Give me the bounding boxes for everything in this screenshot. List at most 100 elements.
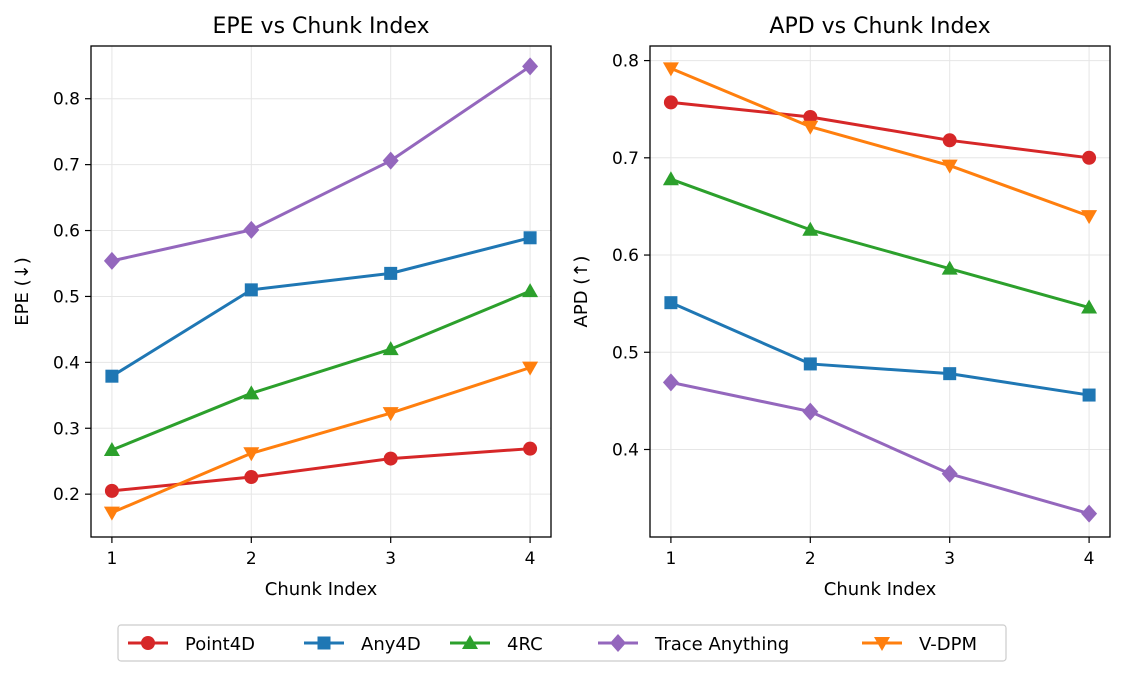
apd-chart: 1 2 3 4 0.4 0.5 0.6 0.7 0.8 APD vs Chunk Index Chu… bbox=[571, 14, 1111, 600]
legend-marker-point4d bbox=[141, 636, 155, 650]
legend-entry-trace-anything: Trace Anything bbox=[598, 634, 789, 655]
apd-point-any4d bbox=[943, 367, 957, 381]
epe-point-v-dpm bbox=[103, 506, 120, 521]
epe-point-4rc bbox=[382, 341, 399, 356]
apd-series-any4d bbox=[664, 296, 1096, 402]
epe-series-trace-anything bbox=[103, 57, 539, 270]
legend-marker-v-dpm bbox=[874, 637, 890, 651]
apd-point-any4d bbox=[1082, 388, 1096, 402]
epe-y-tick-label: 0.2 bbox=[53, 485, 80, 505]
apd-point-4rc bbox=[941, 260, 958, 275]
epe-x-tick-label: 4 bbox=[525, 549, 536, 569]
epe-point-any4d bbox=[523, 231, 537, 245]
epe-point-point4d bbox=[383, 451, 398, 466]
epe-point-trace-anything bbox=[243, 220, 260, 239]
apd-point-trace-anything bbox=[1081, 504, 1098, 523]
apd-line-4rc bbox=[670, 177, 1090, 309]
epe-y-tick-label: 0.5 bbox=[53, 287, 80, 307]
epe-point-v-dpm bbox=[382, 407, 399, 422]
apd-y-tick-label: 0.4 bbox=[612, 440, 639, 460]
epe-x-tick-label: 3 bbox=[385, 549, 396, 569]
apd-point-any4d bbox=[803, 357, 817, 371]
legend-entry-any4d: Any4D bbox=[304, 634, 421, 655]
epe-point-trace-anything bbox=[382, 151, 399, 170]
legend-marker-any4d bbox=[317, 636, 331, 650]
legend-marker-4rc bbox=[462, 635, 478, 649]
apd-series-4rc bbox=[662, 171, 1098, 314]
epe-point-any4d bbox=[244, 283, 258, 297]
legend-frame bbox=[117, 624, 1007, 662]
epe-y-tick-label: 0.4 bbox=[53, 353, 80, 373]
apd-series-v-dpm bbox=[662, 62, 1098, 225]
legend-label-v-dpm: V-DPM bbox=[919, 634, 977, 655]
epe-point-point4d bbox=[523, 441, 538, 456]
apd-plot-frame bbox=[649, 45, 1111, 538]
epe-y-tick-label: 0.8 bbox=[53, 90, 80, 110]
apd-point-v-dpm bbox=[662, 62, 679, 77]
epe-point-any4d bbox=[105, 369, 119, 383]
epe-y-tick-label: 0.7 bbox=[53, 156, 80, 176]
epe-chart: 1 2 3 4 0.2 0.3 0.4 0.5 0.6 0.7 0.8 EPE vs Chunk In… bbox=[12, 14, 552, 600]
epe-point-v-dpm bbox=[243, 447, 260, 462]
epe-plot-frame bbox=[90, 45, 552, 538]
epe-point-4rc bbox=[243, 385, 260, 400]
epe-series-point4d bbox=[104, 441, 538, 498]
legend-marker-trace-anything bbox=[610, 634, 626, 652]
apd-y-axis-label: APD (↑) bbox=[571, 256, 592, 328]
epe-series-any4d bbox=[105, 231, 537, 383]
apd-point-trace-anything bbox=[941, 464, 958, 483]
epe-point-4rc bbox=[522, 283, 539, 298]
apd-series-trace-anything bbox=[662, 373, 1098, 523]
apd-x-tick-label: 4 bbox=[1084, 549, 1095, 569]
apd-series-point4d bbox=[663, 95, 1097, 165]
apd-x-tick-label: 2 bbox=[805, 549, 816, 569]
apd-x-axis-label: Chunk Index bbox=[824, 579, 937, 600]
apd-x-tick-label: 3 bbox=[944, 549, 955, 569]
apd-chart-title: APD vs Chunk Index bbox=[769, 14, 990, 39]
epe-line-4rc bbox=[111, 289, 531, 452]
apd-point-v-dpm bbox=[802, 120, 819, 135]
epe-series-v-dpm bbox=[103, 361, 539, 521]
epe-point-point4d bbox=[104, 483, 119, 498]
legend-label-trace-anything: Trace Anything bbox=[654, 634, 789, 655]
legend-label-any4d: Any4D bbox=[361, 634, 421, 655]
epe-x-tick-label: 1 bbox=[106, 549, 117, 569]
apd-line-point4d bbox=[670, 100, 1090, 160]
apd-line-trace-anything bbox=[670, 380, 1090, 516]
apd-point-point4d bbox=[663, 95, 678, 110]
epe-point-trace-anything bbox=[103, 251, 120, 270]
epe-x-axis-label: Chunk Index bbox=[265, 579, 378, 600]
epe-point-any4d bbox=[384, 266, 398, 280]
epe-y-tick-label: 0.6 bbox=[53, 222, 80, 242]
apd-point-4rc bbox=[1081, 299, 1098, 314]
epe-y-axis-label: EPE (↓) bbox=[12, 257, 33, 325]
apd-point-trace-anything bbox=[662, 373, 679, 392]
apd-y-tick-label: 0.5 bbox=[612, 343, 639, 363]
apd-point-trace-anything bbox=[802, 402, 819, 421]
epe-point-v-dpm bbox=[522, 361, 539, 376]
epe-series-4rc bbox=[103, 283, 539, 457]
epe-point-4rc bbox=[103, 442, 120, 457]
apd-point-v-dpm bbox=[941, 159, 958, 174]
apd-point-v-dpm bbox=[1081, 210, 1098, 225]
epe-y-tick-label: 0.3 bbox=[53, 419, 80, 439]
epe-point-point4d bbox=[244, 470, 259, 485]
epe-x-tick-label: 2 bbox=[246, 549, 257, 569]
apd-point-4rc bbox=[662, 171, 679, 186]
apd-point-any4d bbox=[664, 296, 678, 310]
legend-label-point4d: Point4D bbox=[185, 634, 255, 655]
apd-x-tick-label: 1 bbox=[665, 549, 676, 569]
legend: Point4D Any4D 4RC Trace Anything V-DPM bbox=[117, 624, 1007, 662]
apd-line-v-dpm bbox=[670, 66, 1090, 218]
apd-y-tick-label: 0.7 bbox=[612, 149, 639, 169]
apd-line-any4d bbox=[670, 301, 1090, 397]
epe-line-v-dpm bbox=[111, 366, 531, 514]
legend-entry-4rc: 4RC bbox=[450, 634, 543, 655]
epe-point-trace-anything bbox=[522, 57, 539, 76]
epe-line-any4d bbox=[111, 236, 531, 378]
legend-entry-v-dpm: V-DPM bbox=[862, 634, 977, 655]
apd-point-point4d bbox=[803, 109, 818, 124]
epe-chart-title: EPE vs Chunk Index bbox=[212, 14, 429, 39]
apd-point-point4d bbox=[1082, 150, 1097, 165]
